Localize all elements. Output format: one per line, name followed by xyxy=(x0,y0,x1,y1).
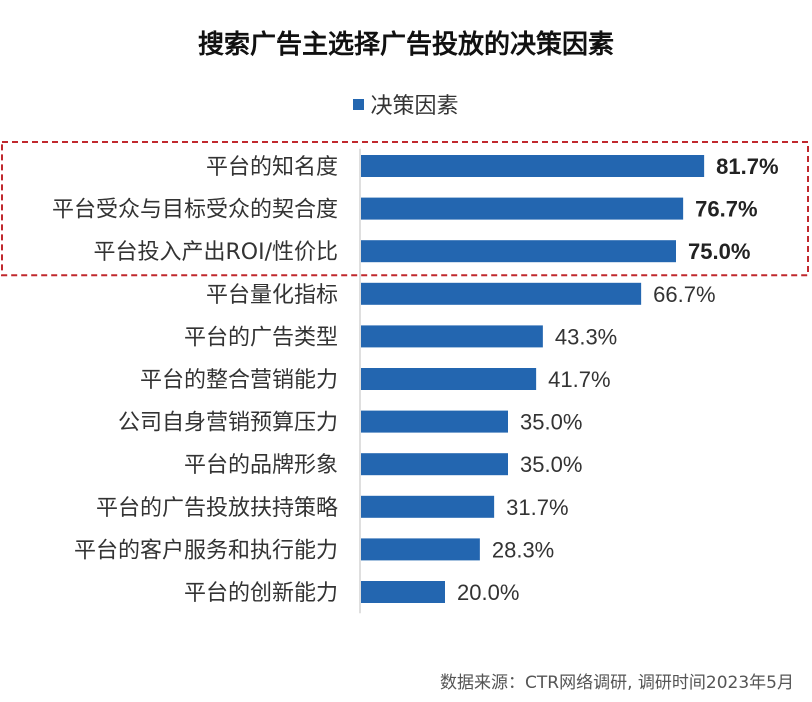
bars-group xyxy=(361,155,705,603)
bar xyxy=(361,155,705,177)
bar xyxy=(361,495,495,518)
category-label: 平台的广告投放扶持策略 xyxy=(96,496,338,521)
legend-swatch xyxy=(353,98,365,110)
bar xyxy=(361,410,508,433)
value-label: 75.0% xyxy=(688,239,750,264)
category-label: 平台的整合营销能力 xyxy=(140,368,338,393)
highlight-box xyxy=(1,141,809,277)
bar xyxy=(361,368,537,390)
value-label: 76.7% xyxy=(695,197,757,222)
category-label: 公司自身营销预算压力 xyxy=(118,411,338,436)
category-label: 平台的品牌形象 xyxy=(184,453,338,478)
bar xyxy=(361,453,508,476)
category-label: 平台的广告类型 xyxy=(184,325,338,350)
value-label: 28.3% xyxy=(492,537,554,562)
bar xyxy=(361,282,642,305)
category-label: 平台的创新能力 xyxy=(184,581,338,606)
source-note: 数据来源：CTR网络调研, 调研时间2023年5月 xyxy=(440,673,794,693)
legend: 决策因素 xyxy=(0,88,812,120)
category-label: 平台投入产出ROI/性价比 xyxy=(93,240,338,265)
bar xyxy=(361,240,676,263)
legend-label: 决策因素 xyxy=(370,94,459,119)
value-label: 66.7% xyxy=(653,282,715,307)
bar xyxy=(361,581,445,603)
chart-title: 搜索广告主选择广告投放的决策因素 xyxy=(197,30,614,60)
value-label: 43.3% xyxy=(555,324,617,349)
value-label: 35.0% xyxy=(520,452,582,477)
value-label: 31.7% xyxy=(506,495,568,520)
value-label: 81.7% xyxy=(716,154,778,179)
bar xyxy=(361,538,480,561)
category-label: 平台的客户服务和执行能力 xyxy=(74,538,338,563)
category-label: 平台量化指标 xyxy=(206,283,338,308)
value-label: 35.0% xyxy=(520,410,582,435)
bar xyxy=(361,197,684,220)
value-label: 20.0% xyxy=(457,580,519,605)
value-labels-group: 81.7% 76.7% 75.0% 66.7% 43.3% 41.7% 35.0% 35.0%… xyxy=(457,154,779,605)
category-label: 平台受众与目标受众的契合度 xyxy=(52,198,338,223)
value-label: 41.7% xyxy=(548,367,610,392)
category-labels-group: 平台的知名度平台受众与目标受众的契合度平台投入产出ROI/性价比平台量化指标平台… xyxy=(52,155,338,606)
category-label: 平台的知名度 xyxy=(206,155,338,180)
bar xyxy=(361,325,543,348)
